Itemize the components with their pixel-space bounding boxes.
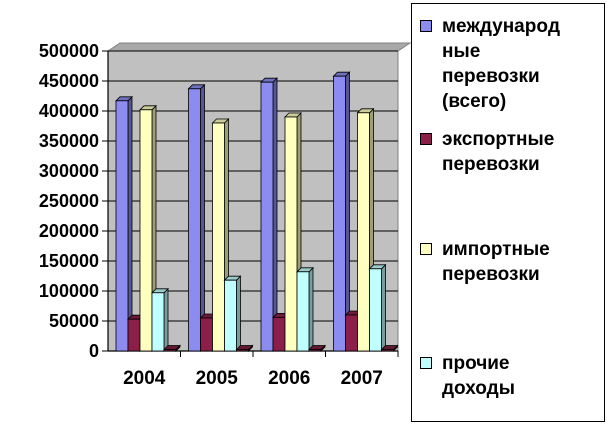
y-tick-label: 200000	[39, 221, 99, 241]
bar-side	[345, 71, 350, 352]
chart-legend: междунарoд ные перевозки (всего) экспорт…	[411, 3, 605, 422]
bar	[188, 88, 201, 352]
bar	[357, 112, 370, 352]
bar	[333, 75, 346, 352]
y-tick-label: 100000	[39, 281, 99, 301]
bar-side	[308, 266, 314, 352]
legend-label-export: экспортные перевозки	[442, 129, 555, 175]
x-tick-label: 2004	[123, 368, 166, 389]
x-tick-label: 2006	[268, 368, 310, 389]
bar	[308, 349, 322, 352]
bar	[163, 349, 177, 352]
y-tick-label: 500000	[39, 41, 99, 61]
bar	[272, 316, 286, 352]
bar	[200, 317, 213, 352]
y-tick-label: 450000	[39, 71, 99, 91]
bar-side	[163, 287, 169, 352]
plot-top-edge	[106, 42, 412, 52]
bar	[212, 122, 225, 352]
bar-side	[127, 95, 133, 352]
legend-swatch-export	[420, 133, 432, 145]
legend-swatch-other	[420, 357, 432, 369]
bar	[127, 318, 141, 352]
bar-side	[381, 263, 386, 352]
bar	[284, 116, 298, 352]
legend-label-international: междунарoд ные перевозки (всего)	[442, 16, 561, 112]
legend-label-other: прочие доходы	[442, 353, 515, 399]
bar-side	[236, 275, 241, 352]
y-tick-label: 150000	[39, 251, 99, 271]
bar-side	[272, 77, 278, 352]
y-tick-label: 350000	[39, 131, 99, 151]
bar	[296, 271, 310, 352]
bar	[236, 349, 249, 352]
bar	[369, 268, 382, 352]
y-tick-label: 0	[89, 341, 99, 361]
x-tick-label: 2005	[196, 368, 239, 389]
bar-side	[200, 83, 205, 352]
bar	[139, 109, 153, 352]
legend-swatch-international	[420, 20, 432, 32]
bar	[224, 279, 237, 352]
y-tick-label: 400000	[39, 101, 99, 121]
legend-label-import: импортные перевозки	[442, 239, 550, 285]
y-tick-label: 50000	[49, 311, 99, 331]
bar	[345, 314, 358, 352]
bar	[115, 100, 129, 352]
legend-swatch-import	[420, 243, 432, 255]
bar	[260, 81, 274, 352]
y-tick-label: 300000	[39, 161, 99, 181]
bar	[151, 292, 165, 352]
y-tick-label: 250000	[39, 191, 99, 211]
x-tick-label: 2007	[341, 368, 383, 389]
bar	[381, 349, 394, 352]
